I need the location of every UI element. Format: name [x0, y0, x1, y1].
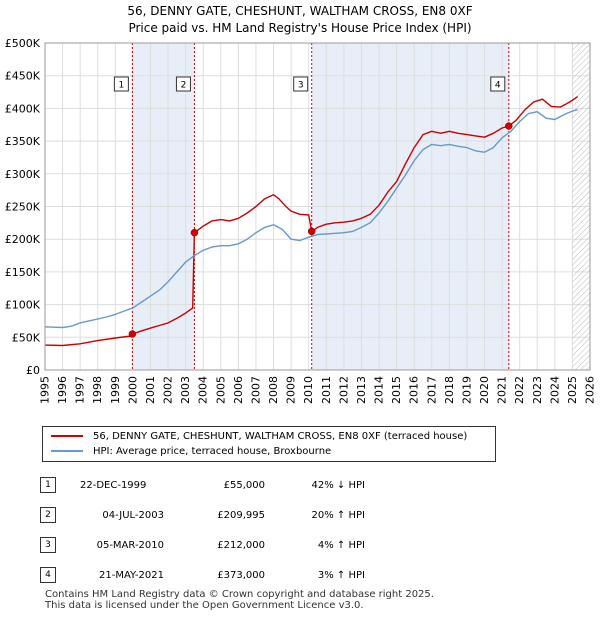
sale-hpi-diff: 20% ↑ HPI [311, 509, 365, 521]
x-tick-label: 2008 [267, 376, 280, 404]
y-tick-label: £500K [5, 37, 41, 50]
sale-price: £373,000 [217, 569, 265, 581]
y-tick-label: £400K [5, 102, 41, 115]
chart-title: 56, DENNY GATE, CHESHUNT, WALTHAM CROSS,… [127, 4, 473, 18]
footer-line: This data is licensed under the Open Gov… [45, 600, 364, 611]
sale-marker-box [490, 76, 506, 92]
sale-hpi-diff: 42% ↓ HPI [311, 479, 365, 491]
chart-legend: 56, DENNY GATE, CHESHUNT, WALTHAM CROSS,… [42, 426, 496, 462]
x-tick-label: 2003 [179, 376, 192, 404]
sale-marker-box [113, 76, 129, 92]
x-tick-label: 1998 [91, 376, 104, 404]
x-tick-label: 1995 [39, 376, 52, 404]
sale-number: 1 [40, 477, 56, 493]
y-tick-label: £0 [26, 364, 40, 377]
x-tick-label: 2011 [320, 376, 333, 404]
sale-date: 04-JUL-2003 [102, 509, 164, 521]
sale-marker-box [293, 76, 309, 92]
sales-table: 1 22-DEC-1999 £55,000 42% ↓ HPI 2 04-JUL… [40, 470, 365, 590]
x-tick-label: 2016 [408, 376, 421, 404]
x-tick-label: 2024 [548, 376, 561, 404]
y-tick-label: £450K [5, 70, 41, 83]
sale-point [190, 228, 199, 237]
sale-date: 05-MAR-2010 [96, 539, 164, 551]
x-tick-label: 2001 [144, 376, 157, 404]
sale-marker-label: 4 [495, 81, 501, 91]
sale-hpi-diff: 3% ↑ HPI [317, 569, 365, 581]
x-tick-label: 2015 [390, 376, 403, 404]
series-line-hpi [44, 109, 578, 329]
x-tick-label: 2026 [584, 376, 597, 404]
legend-label-hpi: HPI: Average price, terraced house, Brox… [93, 446, 332, 457]
x-tick-label: 2005 [214, 376, 227, 404]
price-chart: 1 2 3 4 £0 £50K £100K £150K £200K £250K £300K £350… [5, 37, 597, 404]
forecast-hatch [572, 43, 590, 370]
x-tick-label: 2021 [496, 376, 509, 404]
sale-price: £212,000 [217, 539, 265, 551]
x-tick-label: 2006 [232, 376, 245, 404]
x-tick-label: 1997 [74, 376, 87, 404]
y-tick-label: £300K [5, 168, 41, 181]
x-tick-label: 2012 [337, 376, 350, 404]
y-tick-label: £100K [5, 299, 41, 312]
x-tick-label: 2025 [566, 376, 579, 404]
sale-marker-label: 1 [119, 81, 125, 91]
table-row: 4 21-MAY-2021 £373,000 3% ↑ HPI [40, 560, 365, 590]
x-tick-label: 2018 [443, 376, 456, 404]
y-tick-label: £350K [5, 135, 41, 148]
x-tick-label: 1999 [109, 376, 122, 404]
x-tick-label: 2014 [373, 376, 386, 404]
series-line-property [44, 96, 579, 347]
y-tick-label: £250K [5, 201, 41, 214]
x-tick-label: 2013 [355, 376, 368, 404]
x-tick-label: 2007 [249, 376, 262, 404]
x-tick-label: 2019 [460, 376, 473, 404]
x-tick-label: 2009 [285, 376, 298, 404]
x-tick-label: 2000 [126, 376, 139, 404]
plot-border [44, 42, 591, 371]
sale-date: 22-DEC-1999 [80, 479, 147, 491]
sale-point [128, 330, 137, 338]
x-tick-label: 2004 [197, 376, 210, 404]
sale-number: 3 [40, 537, 56, 553]
x-tick-label: 2022 [513, 376, 526, 404]
sale-point [307, 227, 316, 236]
x-tick-label: 2020 [478, 376, 491, 404]
sale-marker-label: 2 [181, 81, 187, 91]
sale-hpi-diff: 4% ↑ HPI [317, 539, 365, 551]
sale-number: 2 [40, 507, 56, 523]
sale-date: 21-MAY-2021 [98, 569, 164, 581]
footer-copyright: Contains HM Land Registry data © Crown c… [45, 589, 434, 611]
sale-marker-label: 3 [298, 81, 304, 91]
legend-swatch-red [51, 435, 83, 437]
sale-price: £55,000 [223, 479, 265, 491]
y-tick-label: £150K [5, 266, 41, 279]
legend-item-hpi: HPI: Average price, terraced house, Brox… [51, 445, 331, 459]
chart-subtitle: Price paid vs. HM Land Registry's House … [128, 21, 472, 35]
y-tick-label: £200K [5, 233, 41, 246]
sale-marker-box [175, 76, 191, 92]
x-tick-label: 2010 [302, 376, 315, 404]
footer-line: Contains HM Land Registry data © Crown c… [45, 589, 434, 600]
table-row: 2 04-JUL-2003 £209,995 20% ↑ HPI [40, 500, 365, 530]
sale-number: 4 [40, 567, 56, 583]
legend-item-property: 56, DENNY GATE, CHESHUNT, WALTHAM CROSS,… [51, 430, 467, 444]
y-tick-label: £50K [12, 331, 41, 344]
sale-point [505, 122, 513, 130]
x-tick-label: 1996 [56, 376, 69, 404]
sale-price: £209,995 [217, 509, 265, 521]
x-tick-label: 2023 [531, 376, 544, 404]
legend-label-property: 56, DENNY GATE, CHESHUNT, WALTHAM CROSS,… [93, 431, 468, 442]
legend-swatch-blue [51, 450, 83, 452]
x-tick-label: 2017 [425, 376, 438, 404]
table-row: 3 05-MAR-2010 £212,000 4% ↑ HPI [40, 530, 365, 560]
x-tick-label: 2002 [162, 376, 175, 404]
table-row: 1 22-DEC-1999 £55,000 42% ↓ HPI [40, 470, 365, 500]
